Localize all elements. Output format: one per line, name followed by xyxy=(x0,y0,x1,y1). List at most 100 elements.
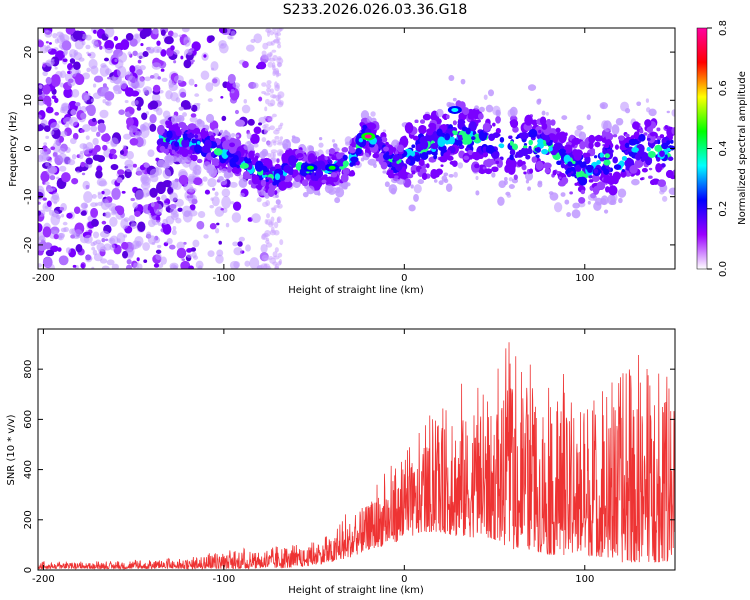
spectrogram-blob xyxy=(525,171,534,181)
spectrogram-blob xyxy=(72,61,81,71)
spectrogram-blob xyxy=(180,260,191,269)
spectrogram-y-axis-label: Frequency (Hz) xyxy=(8,111,19,187)
spectrogram-blob xyxy=(508,135,513,139)
spectrogram-blob xyxy=(525,179,529,184)
spectrogram-blob xyxy=(569,191,573,195)
spectrogram-blob xyxy=(56,176,60,180)
spectrogram-blob xyxy=(591,173,600,182)
spectrogram-blob xyxy=(483,94,488,100)
spectrogram-blob xyxy=(123,217,130,222)
y-tick-label: 10 xyxy=(23,94,34,107)
spectrogram-blob xyxy=(213,148,223,156)
spectrogram-blob xyxy=(240,162,249,169)
spectrogram-blob xyxy=(647,151,656,158)
spectrogram-blob xyxy=(110,137,119,147)
spectrogram-blob xyxy=(219,43,229,54)
spectrogram-blob xyxy=(132,163,137,168)
spectrogram-blob xyxy=(263,115,268,120)
spectrogram-blob xyxy=(521,164,527,171)
spectrogram-blob xyxy=(263,92,271,96)
spectrogram-blob xyxy=(47,188,51,193)
spectrogram-blob xyxy=(176,114,185,123)
spectrogram-blob xyxy=(603,144,610,149)
spectrogram-blob xyxy=(205,82,214,92)
spectrogram-blob xyxy=(394,150,399,155)
spectrogram-blob xyxy=(85,34,92,41)
spectrogram-blob xyxy=(415,143,424,152)
spectrogram-blob xyxy=(276,217,281,224)
spectrogram-blob xyxy=(63,87,73,99)
spectrogram-blob xyxy=(197,210,206,219)
spectrogram-blob xyxy=(281,152,290,164)
spectrogram-blob xyxy=(73,229,83,239)
spectrogram-blob xyxy=(131,240,140,250)
spectrogram-blob xyxy=(86,67,91,73)
spectrogram-blob xyxy=(51,95,57,100)
spectrogram-blob xyxy=(272,28,277,32)
spectrogram-blob xyxy=(253,33,263,44)
spectrogram-blob xyxy=(153,263,160,268)
spectrogram-blob xyxy=(599,152,604,158)
spectrogram-blob xyxy=(109,239,113,242)
spectrogram-blob xyxy=(149,214,153,219)
spectrogram-blob xyxy=(230,89,235,94)
spectrogram-blob xyxy=(172,225,177,231)
spectrogram-blob xyxy=(668,187,675,195)
spectrogram-blob xyxy=(266,213,270,219)
spectrogram-blob xyxy=(190,247,197,252)
spectrogram-blob xyxy=(109,243,116,251)
spectrogram-blob xyxy=(203,161,211,171)
spectrogram-blob xyxy=(604,209,609,214)
spectrogram-blob xyxy=(588,134,596,144)
spectrogram-blob xyxy=(250,133,260,145)
spectrogram-blob xyxy=(475,190,480,196)
spectrogram-blob xyxy=(604,153,610,159)
spectrogram-blob xyxy=(90,207,99,218)
spectrogram-blob xyxy=(54,97,59,104)
spectrogram-blob xyxy=(224,129,228,134)
spectrogram-blob xyxy=(666,110,670,114)
spectrogram-blob xyxy=(87,53,92,57)
spectrogram-blob xyxy=(174,141,179,147)
spectrogram-blob xyxy=(164,161,170,168)
spectrogram-blob xyxy=(396,178,406,185)
snr-plot-area xyxy=(38,329,675,570)
spectrogram-blob xyxy=(567,161,573,167)
spectrogram-blob xyxy=(262,201,269,208)
y-tick-label: -10 xyxy=(23,189,34,205)
spectrogram-blob xyxy=(513,174,518,181)
spectrogram-blob xyxy=(558,131,567,144)
spectrogram-blob xyxy=(410,184,414,189)
spectrogram-blob xyxy=(187,173,195,183)
spectrogram-blob xyxy=(247,143,255,153)
spectrogram-blob xyxy=(232,201,242,211)
spectrogram-blob xyxy=(670,139,674,144)
spectrogram-blob xyxy=(456,139,463,147)
spectrogram-blob xyxy=(149,75,155,79)
spectrogram-blob xyxy=(58,255,69,266)
spectrogram-blob xyxy=(164,142,169,147)
spectrogram-blob xyxy=(358,138,364,143)
spectrogram-blob xyxy=(517,159,524,167)
spectrogram-blob xyxy=(292,169,299,177)
spectrogram-blob xyxy=(243,99,248,104)
spectrogram-blob xyxy=(307,153,316,164)
spectrogram-blob xyxy=(257,61,267,70)
spectrogram-blob xyxy=(332,156,337,159)
spectrogram-blob xyxy=(215,228,220,234)
spectrogram-blob xyxy=(411,170,416,175)
spectrogram-blob xyxy=(210,151,215,158)
spectrogram-blob xyxy=(593,155,598,159)
spectrogram-blob xyxy=(128,215,136,223)
spectrogram-blob xyxy=(531,156,538,163)
spectrogram-blob xyxy=(274,81,278,88)
spectrogram-blob xyxy=(256,183,262,191)
spectrogram-blob xyxy=(478,130,488,141)
spectrogram-blob xyxy=(232,241,239,247)
spectrogram-blob xyxy=(258,96,263,102)
spectrogram-marks xyxy=(38,28,675,269)
spectrogram-blob xyxy=(509,106,518,117)
spectrogram-blob xyxy=(457,134,464,142)
spectrogram-blob xyxy=(578,176,588,186)
spectrogram-blob xyxy=(173,75,184,84)
